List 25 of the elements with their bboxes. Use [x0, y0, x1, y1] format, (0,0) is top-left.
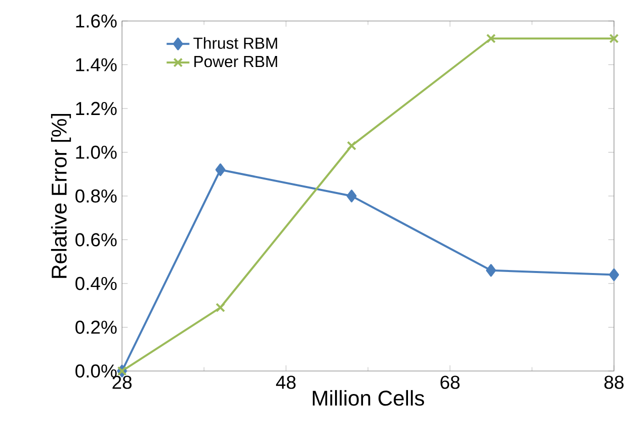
y-tick-label: 0.8%	[75, 189, 117, 203]
x-tick-label: 28	[112, 376, 132, 389]
x-axis-title: Million Cells	[312, 390, 424, 406]
y-tick-label: 0.6%	[75, 233, 117, 246]
point	[486, 264, 496, 277]
y-tick-label: 1.4%	[76, 58, 117, 72]
x-tick-label: 48	[276, 376, 296, 389]
y-tick-label: 1.2%	[76, 102, 117, 116]
legend-label: Power RBM	[194, 56, 278, 68]
y-tick-label: 0.4%	[75, 276, 117, 290]
y-tick-label: 0.2%	[75, 320, 117, 334]
y-tick-label: 0.0%	[75, 364, 117, 378]
x-tick-label: 88	[604, 376, 624, 389]
y-tick-label: 1.0%	[76, 146, 117, 159]
point	[215, 163, 226, 176]
point	[346, 140, 356, 150]
point	[346, 190, 357, 202]
point	[609, 34, 619, 44]
point	[216, 302, 226, 312]
point	[608, 268, 619, 282]
point	[486, 34, 496, 44]
y-tick-label: 1.6%	[76, 14, 117, 28]
x-tick-label: 68	[440, 376, 460, 389]
y-axis-title: Relative Error [%]	[51, 114, 71, 278]
legend-label: Thrust RBM	[193, 37, 278, 49]
